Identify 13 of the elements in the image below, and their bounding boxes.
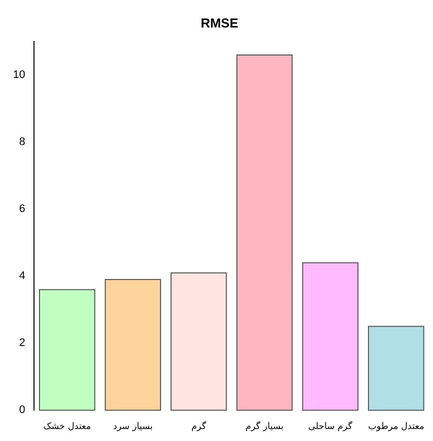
x-tick-label: معتدل خشک xyxy=(43,422,92,432)
y-tick-label: 6 xyxy=(19,203,26,216)
y-tick-label: 8 xyxy=(19,136,26,148)
y-tick-label: 10 xyxy=(12,69,26,82)
x-tick-label: گرم xyxy=(191,420,207,432)
x-tick-label: بسیار گرم xyxy=(246,420,284,432)
y-tick-label: 2 xyxy=(19,337,26,350)
x-tick-label: بسیار سرد xyxy=(113,422,153,432)
x-tick-label: گرم ساحلی xyxy=(308,420,354,432)
chart-title: RMSE xyxy=(200,15,239,30)
x-tick-label: معتدل مرطوب xyxy=(368,422,424,432)
y-tick-label: 4 xyxy=(19,270,26,282)
y-tick-label: 0 xyxy=(19,404,26,416)
